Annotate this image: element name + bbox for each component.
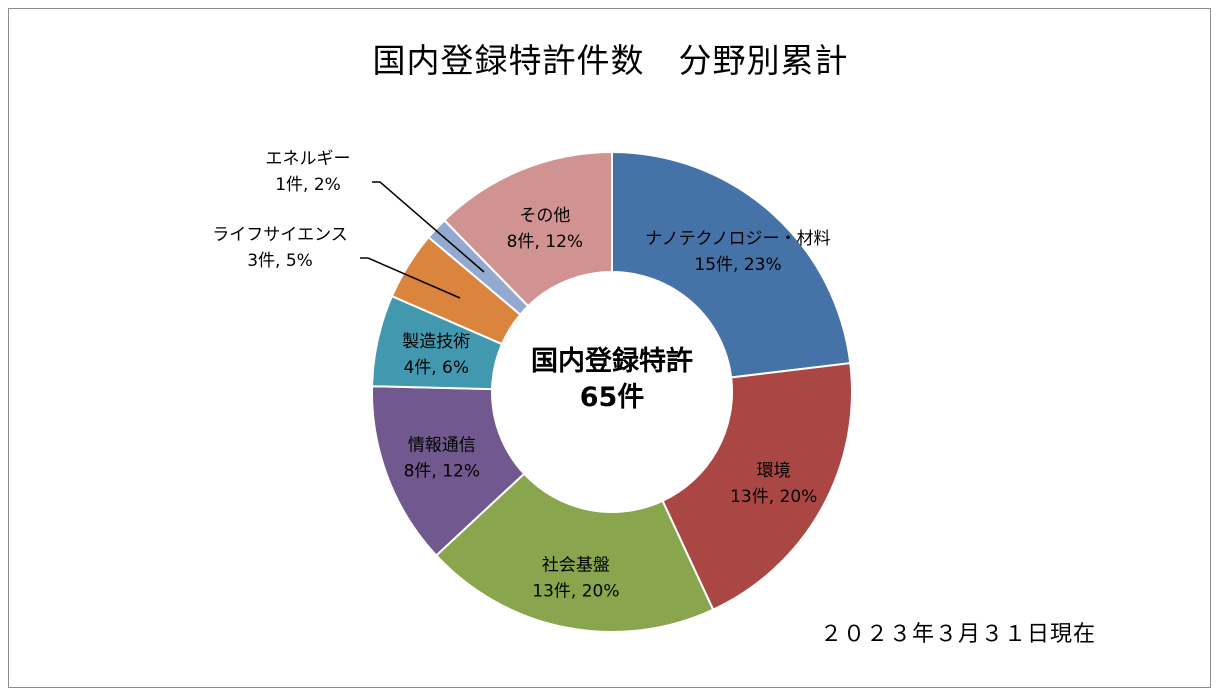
donut-slice-2 [434,472,715,633]
slice-name-label-4: 製造技術 [402,332,470,352]
slice-name-label-5: ライフサイエンス [212,225,348,245]
slice-labels: ナノテクノロジー・材料 15件, 23% 環境 13件, 20% 社会基盤 13件, 20… [212,149,830,601]
chart-title: 国内登録特許件数 分野別累計 [372,41,849,80]
slice-name-label-6: エネルギー [266,149,351,169]
slice-name-label-2: 社会基盤 [542,555,610,575]
donut-slice-7 [442,150,613,308]
leader-lines [360,181,485,299]
slice-name-label-7: その他 [519,206,570,226]
slice-value-label-0: 15件, 23% [694,255,781,275]
center-label-line2: 65件 [580,382,645,413]
slice-value-label-3: 8件, 12% [404,462,480,482]
slice-name-label-3: 情報通信 [408,436,476,456]
slice-value-label-1: 13件, 20% [730,487,817,507]
slice-value-label-2: 13件, 20% [532,581,619,601]
donut-slice-1 [661,361,853,611]
slice-name-label-1: 環境 [757,461,791,481]
date-note: ２０２３年３月３１日現在 [820,622,1097,647]
slice-value-label-4: 4件, 6% [403,358,469,378]
slice-name-label-0: ナノテクノロジー・材料 [645,229,830,249]
slice-value-label-5: 3件, 5% [247,251,313,271]
center-label-line1: 国内登録特許 [531,345,693,377]
slice-value-label-6: 1件, 2% [275,175,341,195]
donut-slice-0 [611,150,852,379]
donut-slices [371,150,853,633]
slice-value-label-7: 8件, 12% [507,232,583,252]
leader-line-5 [360,257,461,299]
leader-line-6 [372,181,485,273]
